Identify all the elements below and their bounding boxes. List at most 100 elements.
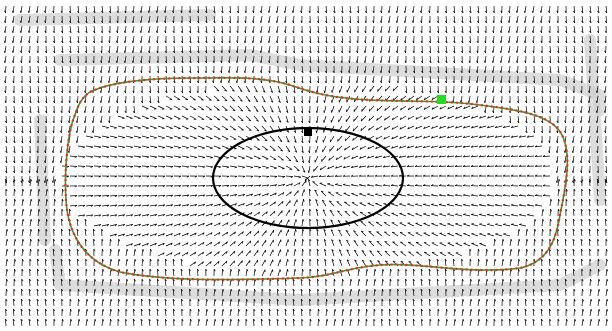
field-arrow-head	[399, 136, 402, 140]
field-arrow	[455, 223, 463, 227]
field-arrow	[368, 115, 375, 122]
field-arrow-head	[178, 213, 181, 217]
field-arrow-head	[114, 204, 118, 207]
field-arrow	[580, 155, 583, 164]
field-arrow-head	[377, 260, 380, 262]
field-arrow	[375, 193, 383, 197]
field-arrow	[237, 85, 243, 92]
field-arrow	[500, 45, 503, 53]
field-arrow	[309, 55, 312, 63]
field-arrow-head	[122, 204, 126, 207]
field-arrow	[276, 35, 279, 44]
field-arrow-head	[308, 30, 311, 34]
field-arrow	[213, 260, 220, 267]
field-arrow-head	[454, 174, 458, 177]
field-arrow-head	[372, 30, 374, 34]
field-arrow	[525, 95, 528, 104]
field-arrow	[356, 65, 359, 73]
field-arrow	[141, 95, 143, 104]
field-arrow-head	[540, 50, 543, 54]
field-arrow-head	[38, 228, 40, 232]
field-arrow	[338, 249, 343, 257]
field-arrow	[479, 125, 487, 129]
field-arrow	[304, 175, 311, 182]
field-arrow-head	[317, 60, 320, 64]
field-arrow-head	[595, 80, 598, 84]
field-arrow-head	[541, 70, 544, 74]
field-arrow	[173, 252, 181, 257]
field-arrow-head	[524, 50, 526, 54]
field-arrow-head	[422, 165, 426, 167]
field-arrow-head	[446, 308, 448, 312]
field-arrow	[285, 183, 293, 187]
field-arrow-head	[301, 318, 304, 322]
field-arrow-head	[509, 120, 511, 124]
field-arrow-head	[336, 148, 339, 151]
field-arrow-head	[117, 308, 120, 312]
field-arrow	[53, 45, 56, 53]
field-arrow-head	[478, 164, 482, 167]
field-arrow	[21, 248, 23, 257]
field-arrow-head	[477, 248, 480, 252]
field-arrow-head	[94, 298, 97, 302]
field-arrow	[141, 155, 149, 158]
field-arrow-head	[197, 298, 200, 302]
field-arrow-head	[294, 150, 298, 153]
field-arrow	[77, 145, 85, 148]
field-arrow-head	[261, 298, 264, 302]
field-arrow-head	[422, 193, 426, 196]
field-arrow	[388, 15, 391, 23]
field-arrow	[173, 213, 181, 217]
field-arrow	[349, 279, 352, 287]
field-arrow	[261, 269, 266, 277]
field-arrow-head	[420, 298, 423, 302]
field-arrow	[445, 15, 448, 24]
field-arrow	[69, 55, 72, 63]
field-arrow-head	[132, 110, 135, 114]
field-arrow	[116, 65, 119, 73]
field-arrow-head	[453, 10, 456, 14]
field-arrow	[77, 308, 80, 317]
field-arrow	[221, 15, 224, 23]
field-arrow-head	[217, 261, 220, 264]
field-arrow-head	[3, 20, 6, 24]
field-arrow	[437, 55, 440, 63]
field-arrow-head	[308, 140, 311, 144]
field-arrow	[455, 252, 463, 257]
field-arrow	[164, 5, 167, 13]
field-arrow	[141, 105, 149, 110]
field-arrow	[269, 105, 274, 113]
field-arrow	[92, 125, 95, 133]
field-arrow-head	[540, 60, 543, 64]
field-arrow	[117, 194, 126, 197]
field-arrow-head	[486, 203, 490, 206]
field-arrow-head	[37, 100, 40, 104]
field-arrow-head	[173, 70, 176, 74]
field-arrow-head	[541, 90, 544, 94]
field-arrow	[172, 279, 175, 287]
field-arrow	[495, 145, 503, 148]
field-arrow-head	[353, 240, 357, 242]
field-arrow-head	[138, 233, 141, 236]
field-arrow-head	[237, 318, 240, 322]
field-arrow	[77, 45, 80, 53]
field-arrow	[383, 194, 391, 197]
field-arrow	[285, 135, 290, 143]
field-arrow-head	[300, 110, 303, 114]
field-arrow	[557, 95, 559, 104]
field-arrow-head	[242, 194, 246, 197]
field-arrow-head	[154, 214, 158, 217]
field-arrow	[508, 65, 511, 74]
field-arrow	[189, 204, 197, 207]
field-arrow	[485, 308, 488, 317]
field-arrow-head	[588, 90, 590, 94]
field-arrow	[534, 195, 543, 197]
field-arrow-head	[69, 268, 71, 272]
field-arrow-head	[148, 90, 151, 94]
field-arrow-head	[302, 268, 304, 272]
field-arrow	[237, 165, 245, 168]
field-arrow	[109, 269, 112, 277]
field-arrow-head	[588, 60, 591, 64]
field-arrow-head	[572, 110, 574, 114]
field-arrow-head	[234, 185, 238, 187]
